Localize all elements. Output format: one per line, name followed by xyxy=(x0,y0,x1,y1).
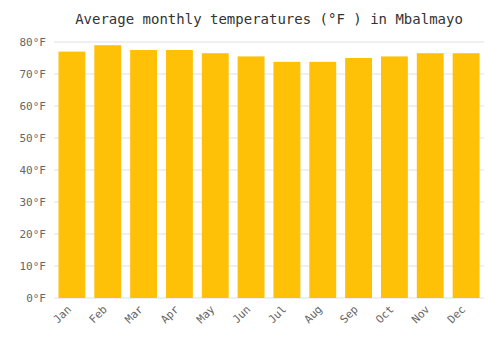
y-tick-label: 20°F xyxy=(20,228,47,241)
x-tick-label: Apr xyxy=(158,303,182,327)
y-tick-label: 40°F xyxy=(20,164,47,177)
x-tick-label: Nov xyxy=(409,303,433,327)
x-tick-label: May xyxy=(194,303,218,327)
bar xyxy=(417,53,444,298)
y-axis: 0°F 10°F 20°F 30°F 40°F 50°F 60°F 70°F 80°F xyxy=(20,36,47,305)
x-tick-label: Jan xyxy=(51,303,74,326)
y-grid xyxy=(54,42,484,298)
grid-line xyxy=(54,42,484,43)
x-tick-label: Oct xyxy=(373,303,396,326)
bar xyxy=(273,62,300,298)
bar xyxy=(166,50,193,298)
bar xyxy=(453,53,480,298)
x-axis: Jan Feb Mar Apr May Jun Jul Aug Sep Oct Nov Dec xyxy=(51,303,468,327)
bar xyxy=(202,53,229,298)
x-tick-label: Aug xyxy=(302,303,325,326)
x-tick-label: Sep xyxy=(337,303,360,326)
y-tick-label: 80°F xyxy=(20,36,47,49)
bar xyxy=(238,56,265,298)
bar xyxy=(130,50,157,298)
x-tick-label: Mar xyxy=(122,303,146,327)
y-tick-label: 30°F xyxy=(20,196,47,209)
y-tick-label: 50°F xyxy=(20,132,47,145)
chart-svg: Average monthly temperatures (°F ) in Mb… xyxy=(0,0,500,350)
x-tick-label: Jul xyxy=(266,303,289,326)
bar xyxy=(94,45,121,298)
y-tick-label: 0°F xyxy=(26,292,46,305)
bar xyxy=(345,58,372,298)
y-tick-label: 70°F xyxy=(20,68,47,81)
bar xyxy=(309,62,336,298)
y-tick-label: 60°F xyxy=(20,100,47,113)
x-tick-label: Jun xyxy=(230,303,253,326)
chart-container: Average monthly temperatures (°F ) in Mb… xyxy=(0,0,500,350)
y-tick-label: 10°F xyxy=(20,260,47,273)
bar xyxy=(58,52,85,298)
x-tick-label: Dec xyxy=(445,303,468,326)
title: Average monthly temperatures (°F ) in Mb… xyxy=(75,11,463,27)
x-tick-label: Feb xyxy=(87,303,110,326)
bar xyxy=(381,56,408,298)
bars xyxy=(58,45,479,298)
